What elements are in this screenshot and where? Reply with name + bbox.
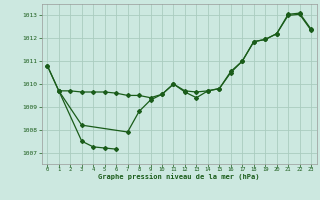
X-axis label: Graphe pression niveau de la mer (hPa): Graphe pression niveau de la mer (hPa) [99, 173, 260, 180]
